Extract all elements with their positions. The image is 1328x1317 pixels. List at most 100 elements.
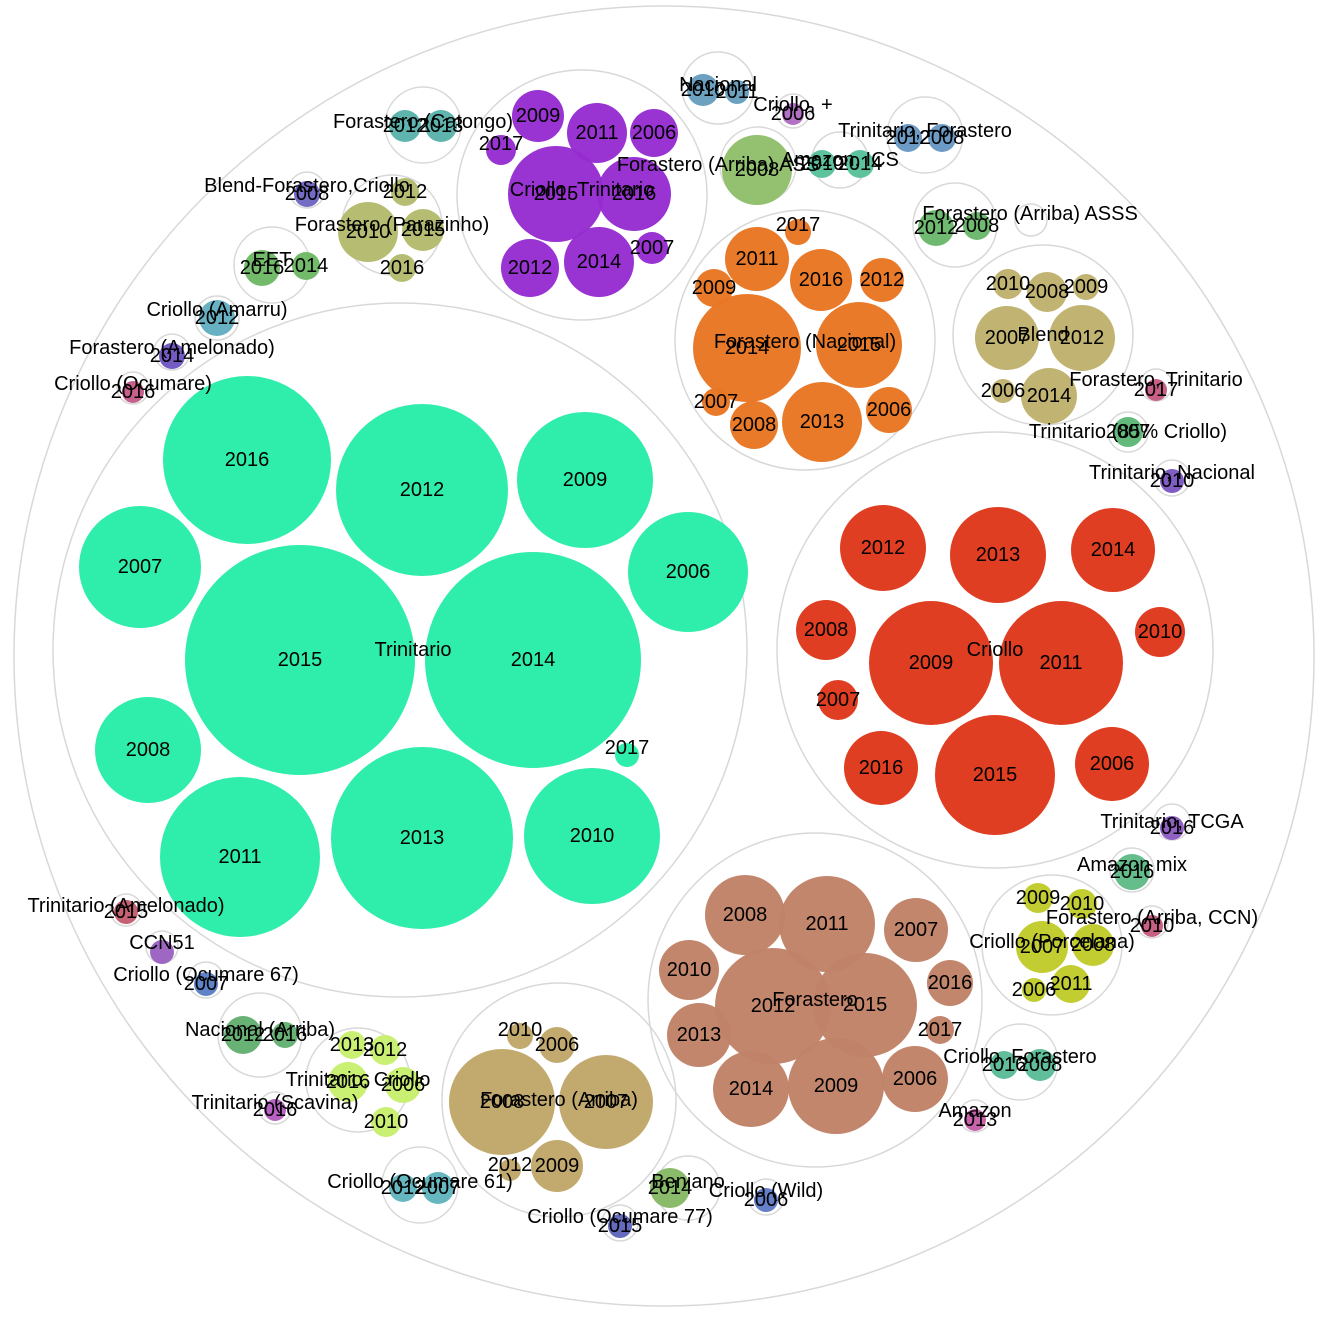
bubble-trinitario-2017[interactable] <box>615 743 639 767</box>
bubble-eet-2014[interactable] <box>292 252 320 280</box>
group-circle-criollo-ocumare-67[interactable] <box>187 961 225 999</box>
bubble-criollo-ocumare-67-2007[interactable] <box>194 972 218 996</box>
group-circle-forastero-arriba-asss[interactable] <box>912 182 998 268</box>
bubble-nacional-arriba-2012[interactable] <box>224 1016 262 1054</box>
group-circle-blend[interactable] <box>952 244 1134 426</box>
bubble-forastero-arriba-ass-2008[interactable] <box>722 135 792 205</box>
bubble-forastero-2017[interactable] <box>926 1016 954 1044</box>
bubble-forastero-nacional-2008[interactable] <box>730 401 778 449</box>
bubble-amazon-ics-2010[interactable] <box>808 150 836 178</box>
bubble-forastero-nacional-2012[interactable] <box>860 258 904 302</box>
bubble-blend-2007[interactable] <box>975 306 1039 370</box>
bubble-trinitario-amelonado-2015[interactable] <box>114 900 138 924</box>
bubble-forastero-amelonado-2014[interactable] <box>159 343 185 369</box>
bubble-amazon-ics-2014[interactable] <box>846 150 874 178</box>
bubble-forastero-parazinho-2015[interactable] <box>402 209 444 251</box>
bubble-trinitario-2007[interactable] <box>79 506 201 628</box>
bubble-trinitario-2008[interactable] <box>95 697 201 803</box>
bubble-trinitario-forastero-2012[interactable] <box>894 124 922 152</box>
group-circle-criollo-forastero[interactable] <box>981 1023 1059 1101</box>
bubble-forastero-arriba-ccn-2010[interactable] <box>1141 915 1163 937</box>
bubble-trinitario-2010[interactable] <box>524 768 660 904</box>
bubble-trinitario-2013[interactable] <box>331 747 513 929</box>
bubble-criollo-2014[interactable] <box>1071 508 1155 592</box>
bubble-blend-2014[interactable] <box>1021 368 1077 424</box>
bubble-trinitario-2006[interactable] <box>628 512 748 632</box>
bubble-forastero-2012[interactable] <box>715 948 831 1064</box>
bubble-criollo-trinitario-2014[interactable] <box>564 227 634 297</box>
bubble-nacional-2010[interactable] <box>687 74 719 106</box>
bubble-blend-forastero-criollo-2008[interactable] <box>294 181 320 207</box>
group-circle-nacional[interactable] <box>681 51 755 125</box>
bubble-trinitario-2009[interactable] <box>517 412 653 548</box>
bubble-criollo-trinitario-2012[interactable] <box>501 239 559 297</box>
bubble-trinitario-2015[interactable] <box>185 545 415 775</box>
bubble-trinitario-85-criollo-2007[interactable] <box>1113 417 1143 447</box>
group-circle-blend-forastero-criollo[interactable] <box>288 171 326 209</box>
group-circle-amazon-mix[interactable] <box>1109 847 1155 893</box>
group-circle-forastero-amelonado[interactable] <box>153 333 191 371</box>
bubble-criollo-trinitario-2006[interactable] <box>630 109 678 157</box>
bubble-criollo-forastero-2008[interactable] <box>1024 1049 1056 1081</box>
bubble-trinitario-criollo-2012[interactable] <box>370 1035 400 1065</box>
bubble-criollo-forastero-2016[interactable] <box>990 1051 1018 1079</box>
bubble-forastero-arriba-2012[interactable] <box>499 1159 521 1181</box>
bubble-criollo-porcelana-2006[interactable] <box>1022 978 1046 1002</box>
group-circle-criollo-porcelana[interactable] <box>981 874 1123 1016</box>
group-circle-trinitario-amelonado[interactable] <box>109 893 143 927</box>
bubble-blend-2006[interactable] <box>991 379 1015 403</box>
bubble-ccn51-item[interactable] <box>150 940 174 964</box>
bubble-criollo-porcelana-2007[interactable] <box>1016 921 1068 973</box>
group-circle-criollo-ocumare[interactable] <box>116 371 150 405</box>
group-circle-trinitario-nacional[interactable] <box>1153 459 1191 497</box>
group-circle-forastero-arriba-ccn[interactable] <box>1135 905 1169 939</box>
bubble-forastero-2013[interactable] <box>667 1003 731 1067</box>
bubble-blend-2010[interactable] <box>993 269 1023 299</box>
group-circle-forastero[interactable] <box>647 832 983 1168</box>
bubble-criollo-2011[interactable] <box>999 601 1123 725</box>
bubble-forastero-arriba-2008[interactable] <box>449 1049 555 1155</box>
bubble-trinitario-criollo-2006[interactable] <box>385 1067 421 1103</box>
bubble-trinitario-nacional-2010[interactable] <box>1160 469 1184 493</box>
bubble-criollo-trinitario-2007[interactable] <box>636 232 668 264</box>
group-circle-nacional-arriba[interactable] <box>217 992 303 1078</box>
group-circle-trinitario[interactable] <box>52 302 748 998</box>
group-circle-criollo[interactable] <box>775 93 811 129</box>
group-circle-criollo[interactable] <box>776 431 1214 869</box>
bubble-nacional-2011[interactable] <box>725 80 749 104</box>
bubble-forastero-2014[interactable] <box>713 1051 789 1127</box>
bubble-criollo-trinitario-2009[interactable] <box>512 90 564 142</box>
bubble-forastero-arriba-2009[interactable] <box>531 1140 583 1192</box>
bubble-forastero-2007[interactable] <box>884 898 948 962</box>
bubble-forastero-2010[interactable] <box>659 940 719 1000</box>
bubble-forastero-catongo-2012[interactable] <box>389 110 421 142</box>
bubble-forastero-nacional-2015[interactable] <box>816 302 902 388</box>
group-circle-criollo-wild[interactable] <box>747 1178 785 1216</box>
bubble-forastero-nacional-2011[interactable] <box>725 227 789 291</box>
group-circle-amazon[interactable] <box>958 1099 992 1133</box>
bubble-blend-2012[interactable] <box>1049 305 1115 371</box>
group-circle-criollo-amarru[interactable] <box>194 295 240 341</box>
bubble-forastero-arriba-asss-2008[interactable] <box>963 212 991 240</box>
bubble-forastero-arriba-asss-2012[interactable] <box>918 210 954 246</box>
bubble-forastero-parazinho-2010[interactable] <box>338 202 398 262</box>
bubble-forastero-2008[interactable] <box>705 875 785 955</box>
bubble-criollo-wild-2006[interactable] <box>754 1188 778 1212</box>
bubble-amazon-2013[interactable] <box>964 1109 986 1131</box>
bubble-forastero-nacional-2006[interactable] <box>866 387 912 433</box>
bubble-criollo-porcelana-2011[interactable] <box>1052 965 1090 1003</box>
group-circle-forastero-arriba-asss-2[interactable] <box>1014 203 1048 237</box>
bubble-trinitario-2016[interactable] <box>163 376 331 544</box>
bubble-criollo-2012[interactable] <box>840 505 926 591</box>
bubble-blend-2008[interactable] <box>1027 272 1067 312</box>
bubble-forastero-parazinho-2016[interactable] <box>388 254 416 282</box>
bubble-criollo-2008[interactable] <box>796 600 856 660</box>
bubble-criollo-porcelana-2010[interactable] <box>1067 889 1097 919</box>
bubble-criollo-trinitario-2015[interactable] <box>508 146 604 242</box>
bubble-forastero-nacional-2007[interactable] <box>702 388 730 416</box>
bubble-criollo-2006[interactable] <box>782 103 804 125</box>
group-circle-criollo-trinitario[interactable] <box>456 69 708 321</box>
group-circle-trinitario-scavina[interactable] <box>258 1091 292 1125</box>
bubble-criollo-2013[interactable] <box>950 507 1046 603</box>
bubble-criollo-porcelana-2009[interactable] <box>1023 883 1053 913</box>
